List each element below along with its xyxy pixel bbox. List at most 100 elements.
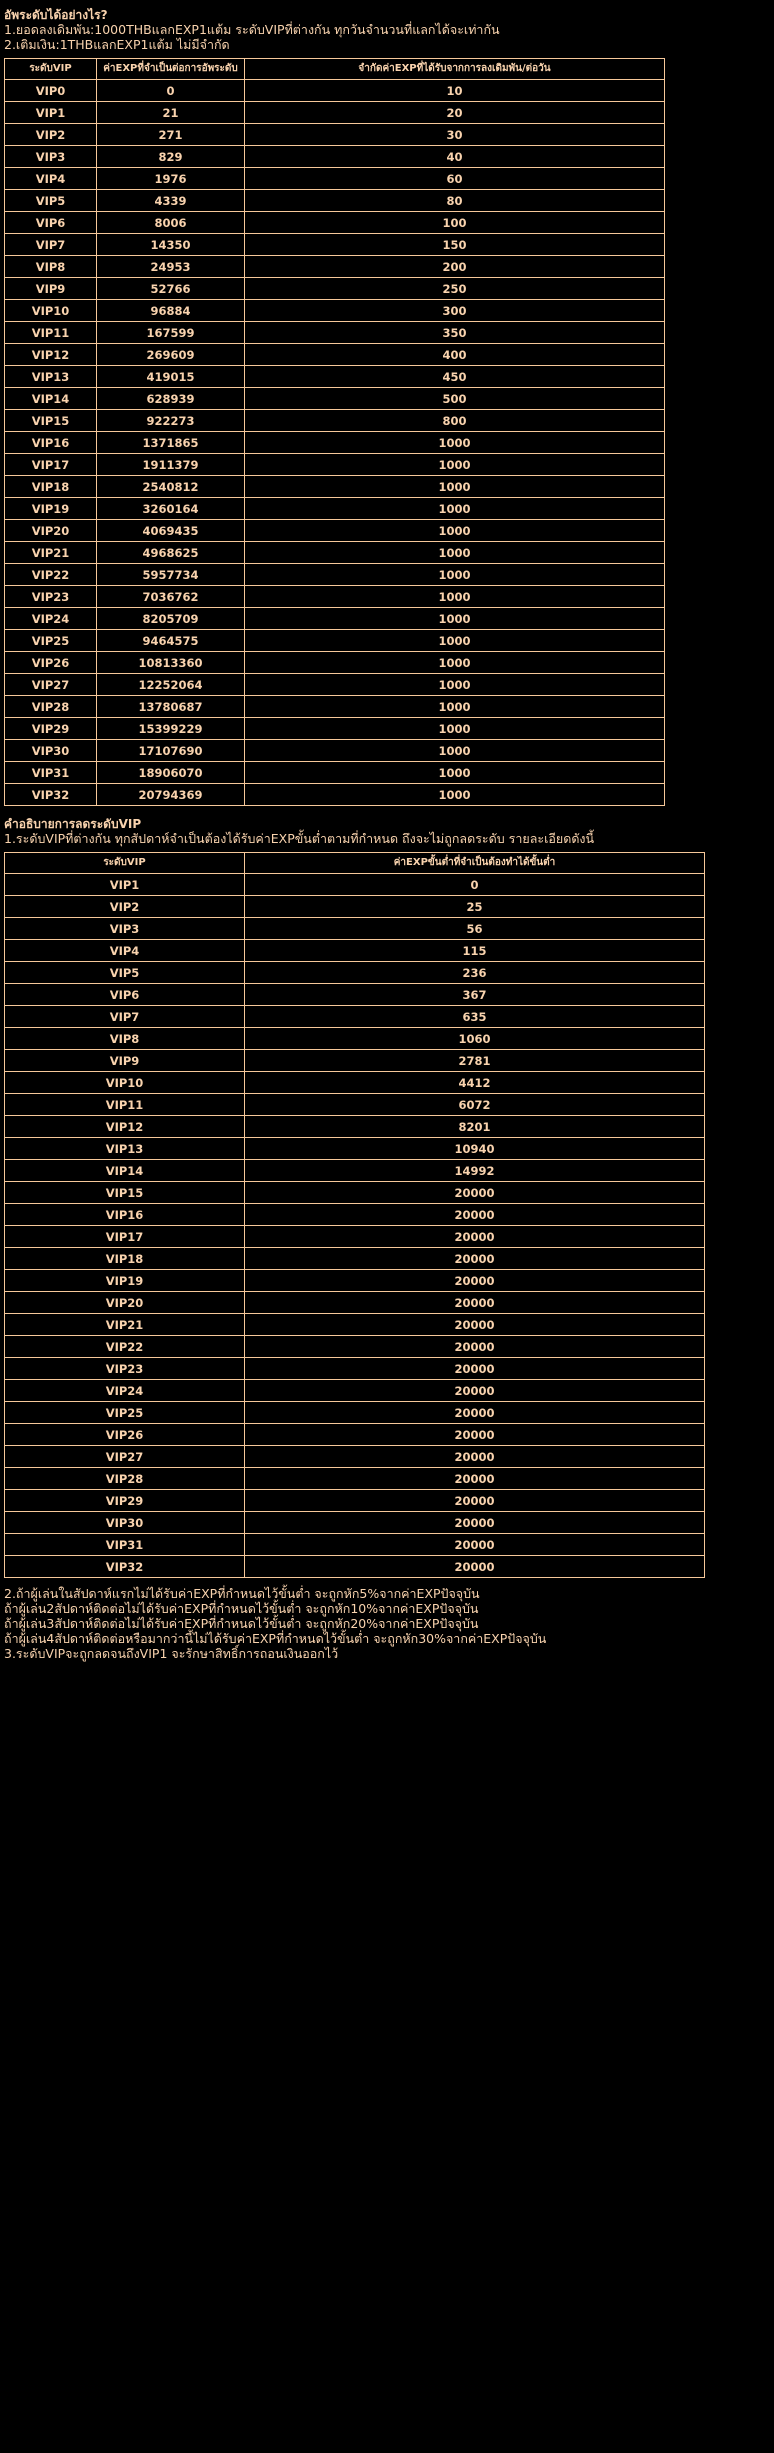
exp-cell-0: VIP2 (4, 123, 97, 146)
exp-cell-1: 922273 (96, 409, 245, 432)
table-row: VIP16 1371865 1000 (4, 431, 665, 454)
table-row: VIP5 4339 80 (4, 189, 665, 212)
exp-cell-0: VIP18 (4, 475, 97, 498)
exp-cell-0: VIP14 (4, 387, 97, 410)
exp-cell-1: 52766 (96, 277, 245, 300)
exp-cell-0: VIP8 (4, 255, 97, 278)
exp-cell-1: 2540812 (96, 475, 245, 498)
exp-cell-2: 150 (244, 233, 665, 256)
table-row: VIP18 20000 (4, 1247, 705, 1270)
exp-cell-0: VIP20 (4, 519, 97, 542)
exp-cell-2: 1000 (244, 497, 665, 520)
exp-cell-1: 1371865 (96, 431, 245, 454)
table-header-row: ระดับVIP ค่าEXPที่จำเป็นต่อการอัพระดับ จ… (4, 58, 665, 80)
demote-cell-1: 20000 (244, 1401, 705, 1424)
footer-line-1: 2.ถ้าผู้เล่นในสัปดาห์แรกไม่ได้รับค่าEXPท… (4, 1586, 480, 1601)
table-row: VIP1 21 20 (4, 101, 665, 124)
table-row: VIP0 0 10 (4, 79, 665, 102)
demote-cell-1: 20000 (244, 1445, 705, 1468)
column-header-min-exp: ค่าEXPขั้นต่ำที่จำเป็นต้องทำได้ขั้นต่ำ (244, 852, 705, 874)
demote-cell-1: 10940 (244, 1137, 705, 1160)
exp-cell-0: VIP11 (4, 321, 97, 344)
exp-cell-1: 0 (96, 79, 245, 102)
exp-cell-2: 800 (244, 409, 665, 432)
table-row: VIP12 8201 (4, 1115, 705, 1138)
demote-cell-1: 20000 (244, 1269, 705, 1292)
exp-cell-1: 167599 (96, 321, 245, 344)
demote-cell-1: 20000 (244, 1467, 705, 1490)
table-row: VIP21 20000 (4, 1313, 705, 1336)
table-row: VIP17 20000 (4, 1225, 705, 1248)
demote-cell-1: 20000 (244, 1225, 705, 1248)
table-row: VIP19 20000 (4, 1269, 705, 1292)
demote-cell-1: 20000 (244, 1291, 705, 1314)
exp-cell-1: 271 (96, 123, 245, 146)
demote-cell-0: VIP1 (4, 873, 245, 896)
exp-cell-0: VIP28 (4, 695, 97, 718)
table-row: VIP20 4069435 1000 (4, 519, 665, 542)
exp-cell-1: 20794369 (96, 783, 245, 806)
exp-cell-0: VIP23 (4, 585, 97, 608)
exp-cell-2: 1000 (244, 585, 665, 608)
table-row: VIP26 20000 (4, 1423, 705, 1446)
exp-cell-1: 4968625 (96, 541, 245, 564)
exp-cell-1: 4339 (96, 189, 245, 212)
promote-title: อัพระดับได้อย่างไร? (4, 8, 108, 22)
table-row: VIP28 20000 (4, 1467, 705, 1490)
demote-cell-0: VIP22 (4, 1335, 245, 1358)
demote-cell-1: 14992 (244, 1159, 705, 1182)
column-header-vip-level: ระดับVIP (4, 852, 245, 874)
table-row: VIP23 20000 (4, 1357, 705, 1380)
exp-cell-2: 1000 (244, 695, 665, 718)
table-row: VIP2 25 (4, 895, 705, 918)
table-row: VIP6 367 (4, 983, 705, 1006)
demote-cell-0: VIP19 (4, 1269, 245, 1292)
demote-cell-0: VIP9 (4, 1049, 245, 1072)
demote-cell-1: 20000 (244, 1313, 705, 1336)
demote-cell-1: 20000 (244, 1489, 705, 1512)
exp-cell-1: 7036762 (96, 585, 245, 608)
exp-cell-0: VIP26 (4, 651, 97, 674)
demote-cell-0: VIP18 (4, 1247, 245, 1270)
footer-notes: 2.ถ้าผู้เล่นในสัปดาห์แรกไม่ได้รับค่าEXPท… (0, 1578, 774, 1661)
demote-cell-0: VIP2 (4, 895, 245, 918)
exp-cell-2: 1000 (244, 563, 665, 586)
table-row: VIP22 20000 (4, 1335, 705, 1358)
exp-cell-1: 12252064 (96, 673, 245, 696)
exp-cell-1: 5957734 (96, 563, 245, 586)
table-row: VIP31 20000 (4, 1533, 705, 1556)
table-row: VIP13 10940 (4, 1137, 705, 1160)
exp-cell-1: 15399229 (96, 717, 245, 740)
demote-cell-0: VIP23 (4, 1357, 245, 1380)
exp-cell-0: VIP12 (4, 343, 97, 366)
table-row: VIP32 20000 (4, 1555, 705, 1578)
demote-cell-1: 20000 (244, 1555, 705, 1578)
demote-cell-0: VIP27 (4, 1445, 245, 1468)
table-row: VIP6 8006 100 (4, 211, 665, 234)
demote-cell-1: 367 (244, 983, 705, 1006)
demote-cell-0: VIP6 (4, 983, 245, 1006)
exp-cell-1: 419015 (96, 365, 245, 388)
demote-cell-1: 115 (244, 939, 705, 962)
exp-cell-0: VIP10 (4, 299, 97, 322)
exp-cell-2: 1000 (244, 761, 665, 784)
exp-cell-0: VIP32 (4, 783, 97, 806)
exp-cell-1: 14350 (96, 233, 245, 256)
exp-cell-0: VIP22 (4, 563, 97, 586)
exp-cell-0: VIP13 (4, 365, 97, 388)
exp-cell-2: 80 (244, 189, 665, 212)
table-row: VIP29 15399229 1000 (4, 717, 665, 740)
demote-cell-1: 20000 (244, 1533, 705, 1556)
exp-cell-2: 400 (244, 343, 665, 366)
exp-cell-1: 4069435 (96, 519, 245, 542)
exp-cell-2: 1000 (244, 541, 665, 564)
exp-cell-2: 1000 (244, 673, 665, 696)
demote-line-1: 1.ระดับVIPที่ต่างกัน ทุกสัปดาห์จำเป็นต้อ… (4, 831, 595, 846)
table-row: VIP30 20000 (4, 1511, 705, 1534)
table-row: VIP26 10813360 1000 (4, 651, 665, 674)
footer-line-4: ถ้าผู้เล่น4สัปดาห์ติดต่อหรือมากว่านี้ไม่… (4, 1631, 547, 1646)
exp-cell-2: 1000 (244, 651, 665, 674)
demote-cell-0: VIP3 (4, 917, 245, 940)
promote-line-2: 2.เติมเงิน:1THBแลกEXP1แต้ม ไม่มีจำกัด (4, 37, 230, 52)
table-row: VIP30 17107690 1000 (4, 739, 665, 762)
